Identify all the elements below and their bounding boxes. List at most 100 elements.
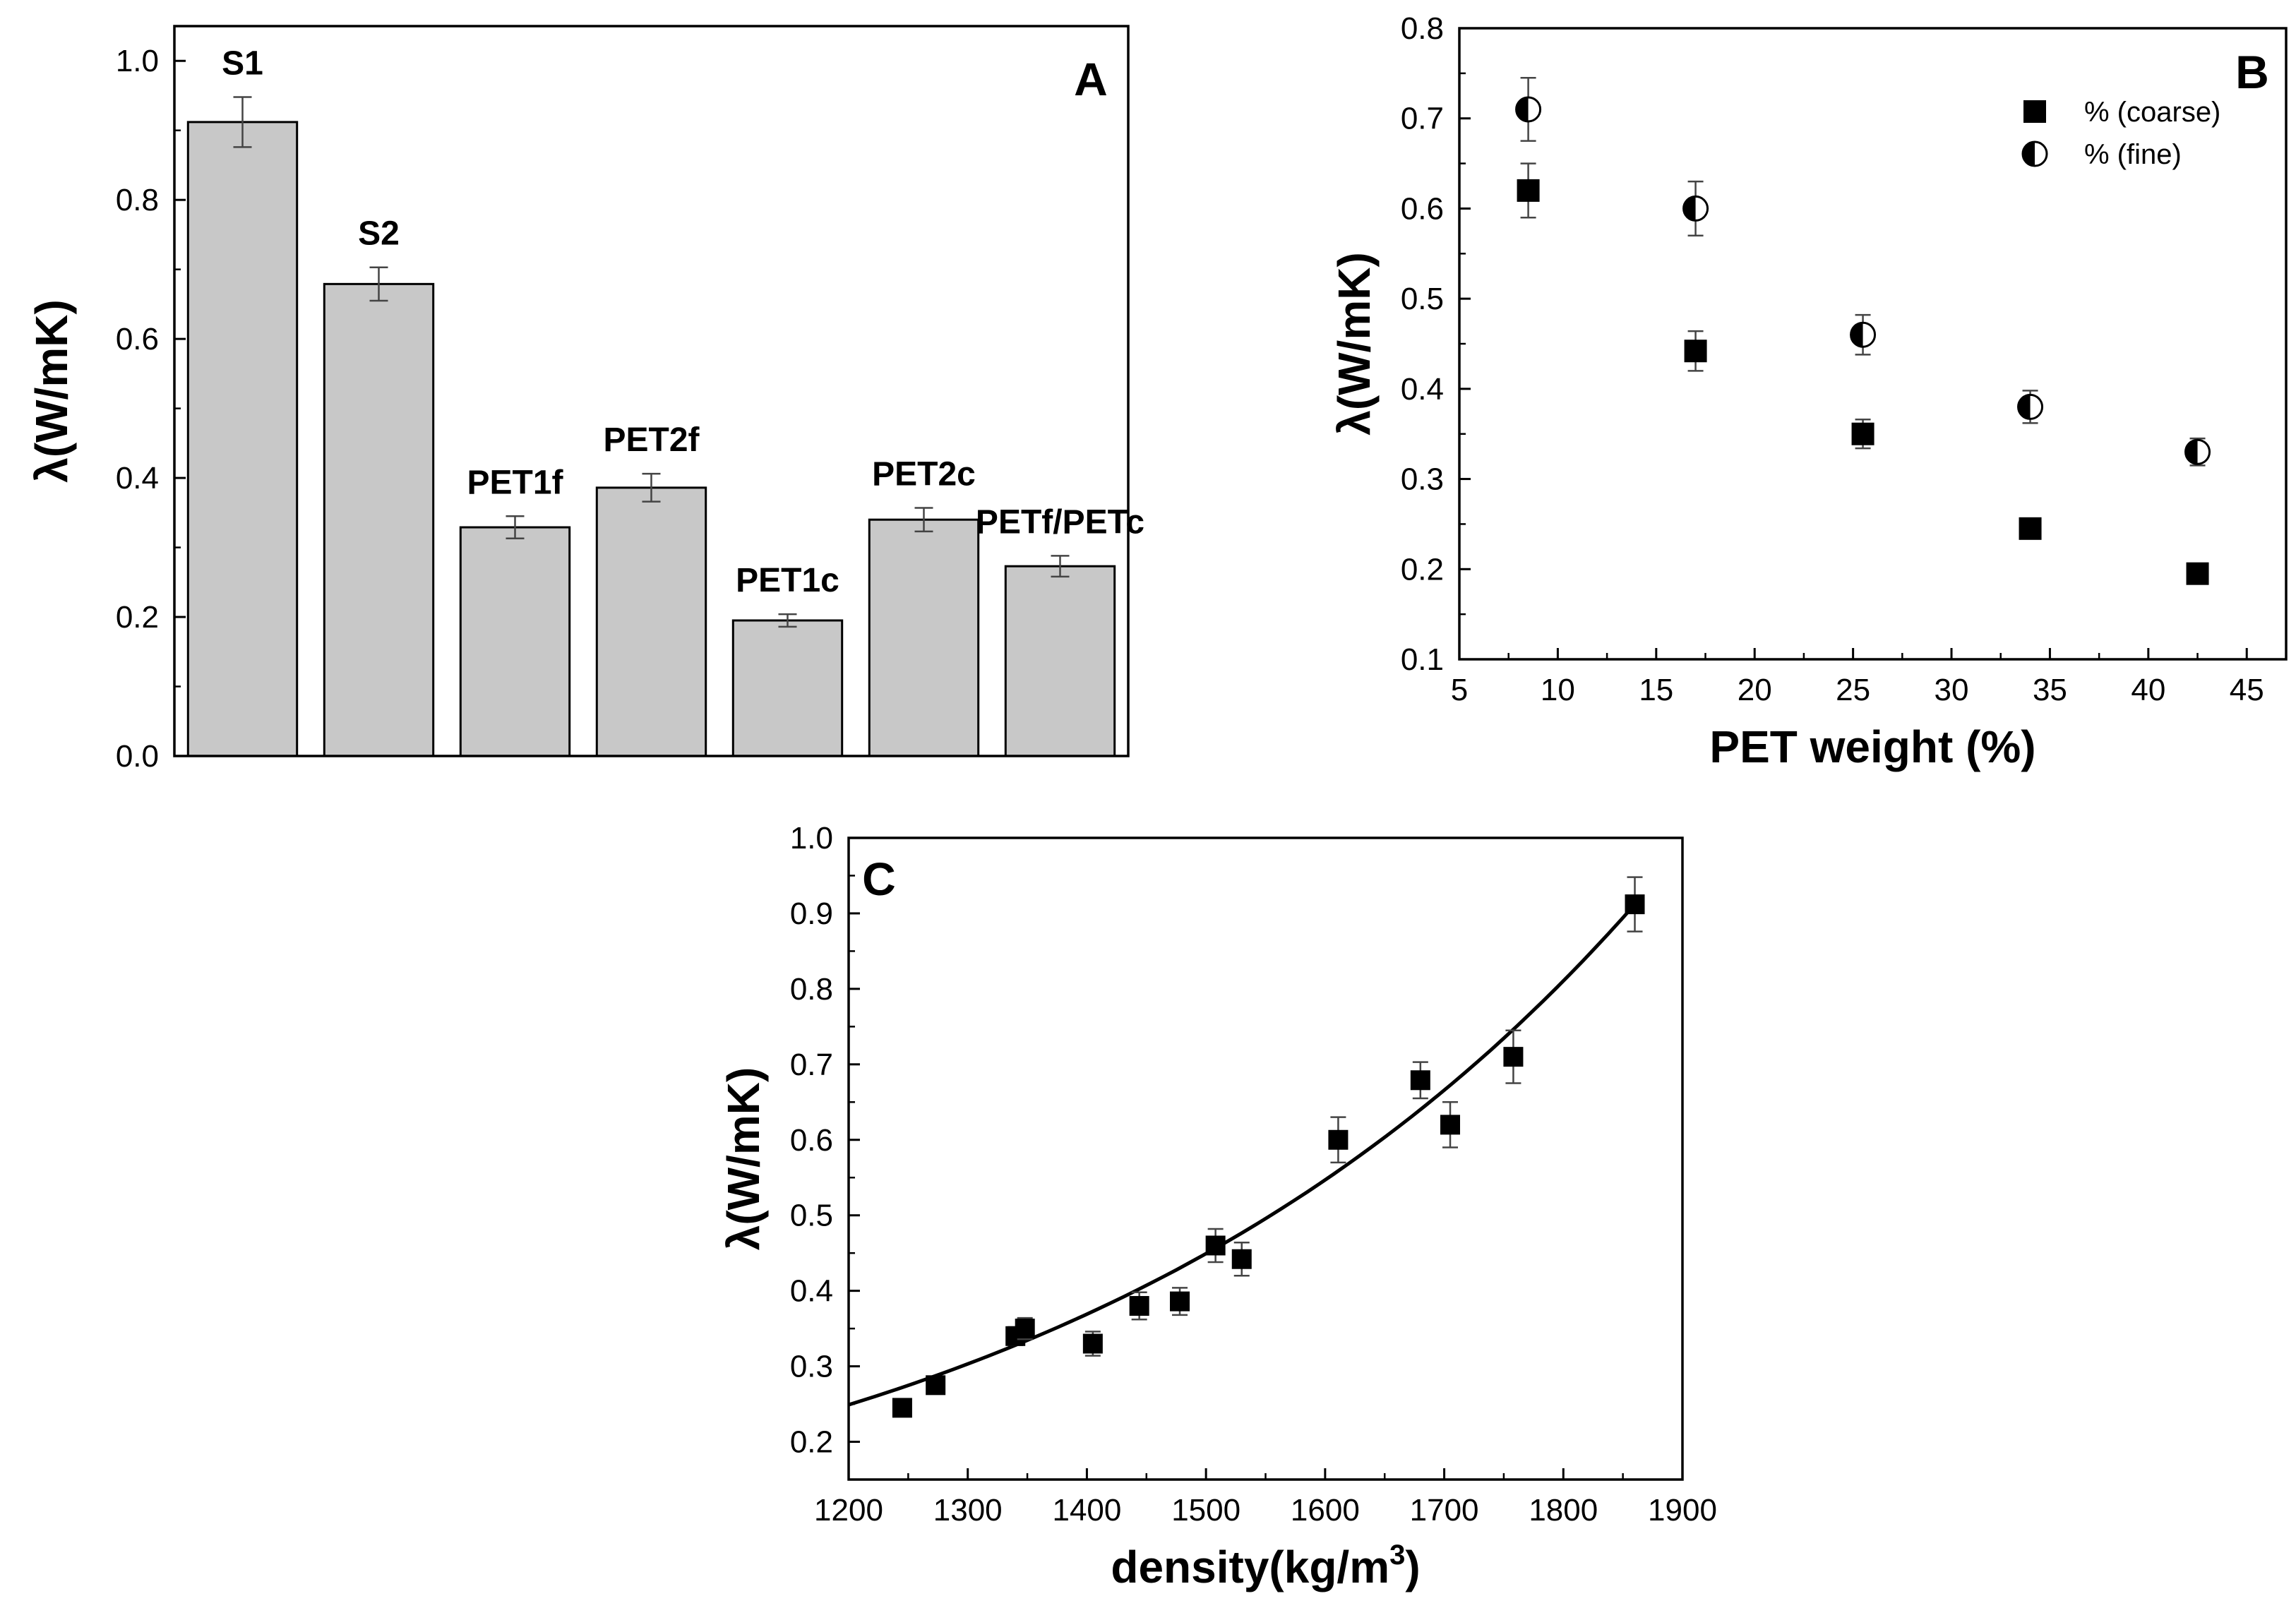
panel-c-scatter-chart: 1200 1300 1400 1500 1600 1700 1800 1900 0.2 0.3 0.…	[718, 821, 1717, 1592]
x-tick-label: 1300	[933, 1493, 1003, 1528]
data-point	[1231, 1249, 1252, 1269]
bar-label-PET1c: PET1c	[736, 562, 839, 599]
y-tick-label: 0.8	[1401, 11, 1444, 46]
data-point-fine	[1850, 321, 1877, 348]
bar-PET1f	[459, 526, 571, 757]
x-tick-label: 30	[1935, 673, 1969, 707]
y-tick-label: 0.2	[790, 1425, 833, 1460]
data-point-fine	[1682, 195, 1709, 222]
data-point-coarse	[2019, 517, 2042, 540]
y-tick-label: 0.5	[790, 1199, 833, 1233]
y-tick-label: 0.9	[790, 896, 833, 931]
x-axis-label: PET weight (%)	[1709, 721, 2035, 772]
panel-b-scatter-chart: 5 10 15 20 25 30 35 40 45 0.1 0.2 0.3 0.4 0.5 0.6 0.7 0.…	[1329, 11, 2288, 772]
bar-label-PET1f: PET1f	[467, 464, 563, 501]
x-tick-label: 1900	[1648, 1493, 1717, 1528]
data-point-fine	[2017, 393, 2044, 420]
legend-marker-coarse	[2023, 100, 2046, 123]
data-point	[892, 1398, 912, 1418]
x-tick-label: 1200	[814, 1493, 883, 1528]
bar-PET2c	[868, 518, 980, 757]
y-tick-label: 0.8	[116, 183, 159, 217]
x-tick-label: 40	[2131, 673, 2165, 707]
y-tick-label: 0.3	[790, 1350, 833, 1384]
y-axis-label: λ(W/mK)	[718, 1067, 769, 1251]
panel-label: B	[2235, 46, 2269, 98]
legend-label-fine: % (fine)	[2084, 139, 2182, 170]
y-axis-label: λ(W/mK)	[1329, 252, 1380, 436]
y-tick-label: 0.4	[116, 461, 159, 496]
data-point-fine-fill	[2185, 440, 2198, 464]
data-point	[1170, 1291, 1190, 1312]
panel-label: C	[862, 853, 896, 905]
x-tick-label: 1800	[1529, 1493, 1598, 1528]
x-tick-label: 45	[2230, 673, 2264, 707]
data-point-coarse	[1517, 179, 1540, 202]
y-tick-label: 0.6	[790, 1123, 833, 1158]
data-point	[1440, 1115, 1461, 1135]
data-point-coarse	[1684, 340, 1707, 363]
y-tick-label: 0.7	[1401, 102, 1444, 136]
data-point	[1410, 1070, 1430, 1091]
fit-curve	[848, 903, 1637, 1407]
y-tick-label: 0.6	[116, 322, 159, 356]
x-tick-label: 1400	[1052, 1493, 1121, 1528]
y-tick-label: 0.4	[790, 1274, 833, 1309]
y-tick-label: 0.0	[116, 739, 159, 774]
y-tick-label: 0.2	[116, 600, 159, 635]
x-axis-label: density(kg/m3)	[1111, 1540, 1420, 1592]
y-axis-label: λ(W/mK)	[26, 299, 77, 483]
y-tick-label: 1.0	[116, 44, 159, 78]
bar-S1	[186, 121, 299, 757]
legend-label-coarse: % (coarse)	[2084, 97, 2220, 128]
x-tick-label: 35	[2033, 673, 2067, 707]
legend-marker-fine-fill	[2023, 142, 2035, 166]
data-point	[1015, 1319, 1035, 1339]
data-point	[1503, 1047, 1524, 1067]
bar-S2	[323, 282, 435, 757]
y-tick-label: 0.2	[1401, 552, 1444, 587]
legend-marker-fine	[2021, 140, 2048, 167]
x-tick-label: 10	[1541, 673, 1575, 707]
y-tick-label: 0.5	[1401, 282, 1444, 316]
y-tick-label: 1.0	[790, 821, 833, 856]
panel-label: A	[1074, 53, 1108, 105]
x-tick-label: 1500	[1171, 1493, 1240, 1528]
x-tick-label: 20	[1738, 673, 1772, 707]
bar-label-PET2f: PET2f	[603, 421, 700, 459]
data-point	[1328, 1129, 1349, 1150]
bar-PETf/PETc	[1004, 565, 1116, 757]
x-tick-label: 5	[1451, 673, 1468, 707]
x-tick-label: 25	[1836, 673, 1870, 707]
y-tick-label: 0.3	[1401, 462, 1444, 497]
data-point	[1205, 1235, 1226, 1256]
data-point-fine	[1515, 96, 1542, 123]
data-point	[1625, 894, 1645, 915]
plot-frame	[173, 25, 1130, 757]
y-tick-label: 0.1	[1401, 642, 1444, 677]
x-tick-label: 1700	[1410, 1493, 1479, 1528]
data-point	[926, 1375, 946, 1396]
y-tick-label: 0.7	[790, 1048, 833, 1082]
x-tick-label: 15	[1639, 673, 1673, 707]
bar-PET1c	[731, 619, 844, 757]
data-point-fine-fill	[1850, 323, 1863, 347]
data-point-fine-fill	[1516, 97, 1529, 121]
x-tick-label: 1600	[1291, 1493, 1360, 1528]
bar-label-S2: S2	[358, 215, 400, 253]
data-point-coarse	[2186, 562, 2209, 585]
data-point-fine-fill	[2018, 395, 2031, 419]
data-point-fine	[2184, 438, 2211, 465]
y-tick-label: 0.4	[1401, 372, 1444, 407]
bar-label-S1: S1	[222, 44, 263, 82]
data-point-fine-fill	[1683, 196, 1696, 221]
bar-label-PETf/PETc: PETf/PETc	[976, 503, 1144, 541]
data-point-coarse	[1851, 422, 1875, 445]
bar-PET2f	[595, 486, 707, 757]
plot-frame	[847, 836, 1684, 1481]
data-point	[1129, 1296, 1149, 1316]
data-point	[1082, 1333, 1103, 1354]
bar-label-PET2c: PET2c	[872, 455, 976, 493]
